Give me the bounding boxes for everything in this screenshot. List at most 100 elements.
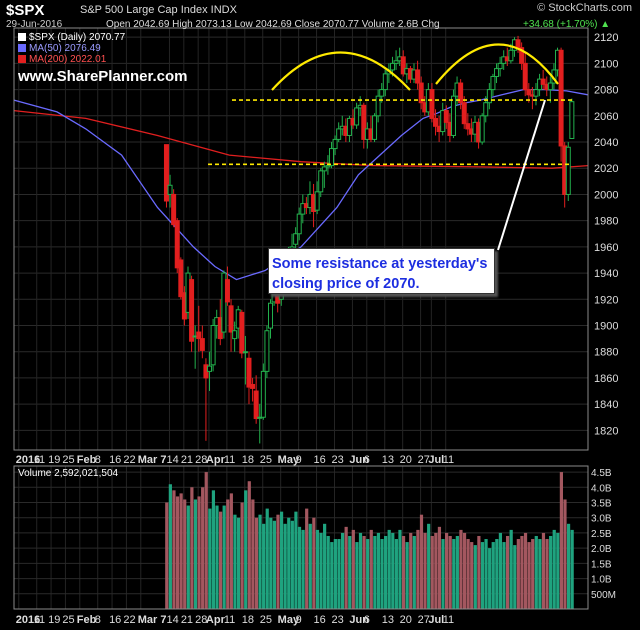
volume-bar	[208, 508, 212, 609]
ma200-path	[13, 109, 589, 169]
ma200-line	[13, 109, 589, 169]
date-tick-label: 28	[195, 454, 207, 466]
ohlc-readout: Open 2042.69 High 2073.13 Low 2042.69 Cl…	[106, 19, 440, 30]
volume-bar	[523, 532, 528, 609]
volume-bar	[193, 499, 198, 609]
candle-body	[558, 49, 564, 147]
volume-bar	[398, 529, 402, 609]
volume-bar	[279, 511, 284, 609]
date-tick-label: 25	[260, 454, 272, 466]
date-tick-label: 16	[109, 454, 121, 466]
volume-date-tick-label: 22	[123, 614, 135, 626]
volume-bar	[480, 542, 485, 609]
candle-body	[196, 331, 202, 340]
candle-body	[318, 170, 324, 193]
candle-body	[189, 279, 195, 342]
axis-labels: 1820184018601880190019201940196019802000…	[16, 32, 619, 626]
volume-bar	[326, 535, 330, 609]
candle-body	[336, 128, 342, 140]
volume-date-tick-label: 14	[166, 614, 178, 626]
date-tick-label: 11	[34, 454, 45, 466]
candle-body	[375, 95, 381, 117]
volume-date-tick-label: 21	[181, 614, 193, 626]
volume-date-tick-label: 6	[364, 614, 370, 626]
volume-bar	[509, 529, 513, 609]
candle-body	[174, 220, 180, 269]
date-tick-label: Apr	[206, 454, 226, 466]
volume-bar	[549, 535, 553, 609]
chart-symbol: $SPX	[6, 2, 45, 19]
volume-date-tick-label: 20	[400, 614, 412, 626]
volume-bar	[183, 499, 187, 609]
candle-body	[533, 89, 539, 97]
candle-body	[163, 144, 169, 202]
volume-bar	[258, 514, 262, 609]
price-tick-label: 1980	[594, 216, 618, 228]
volume-bar	[355, 542, 359, 609]
volume-bar	[384, 535, 388, 609]
volume-date-tick-label: Jul	[428, 614, 444, 626]
volume-date-tick-label: 8	[95, 614, 101, 626]
volume-bar	[505, 535, 510, 609]
volume-bar	[527, 542, 531, 609]
volume-bar	[201, 487, 205, 609]
volume-bar	[222, 505, 226, 609]
volume-tick-label: 3.5B	[591, 499, 612, 510]
candle-body	[400, 56, 406, 75]
legend-price: $SPX (Daily) 2070.77	[18, 32, 125, 43]
candle-body	[540, 78, 546, 85]
candle-body	[250, 383, 256, 389]
volume-bar	[412, 535, 416, 609]
candle-body	[389, 62, 395, 71]
candle-body	[494, 68, 500, 77]
volume-bar	[566, 523, 571, 609]
volume-bar	[358, 532, 363, 609]
volume-bar	[405, 542, 409, 609]
candle-body	[450, 95, 456, 136]
date-tick-label: 8	[95, 454, 101, 466]
volume-date-tick-label: Mar 7	[138, 614, 167, 626]
volume-bar	[502, 542, 506, 609]
candle-body	[221, 272, 227, 333]
volume-bar	[226, 499, 230, 609]
candle-body	[565, 146, 571, 195]
volume-bar	[340, 532, 345, 609]
volume-bar	[251, 499, 255, 609]
volume-bar	[254, 517, 259, 609]
volume-date-tick-label: May	[278, 614, 300, 626]
candle-body	[569, 101, 575, 139]
candle-body	[167, 184, 173, 195]
candle-body	[458, 82, 464, 104]
volume-bar	[409, 532, 413, 609]
candle-body	[522, 62, 528, 91]
candle-body	[382, 73, 388, 91]
price-panel-frame	[13, 27, 589, 451]
volume-bar	[495, 539, 499, 609]
candle-body	[224, 279, 230, 303]
candle-body	[325, 165, 331, 168]
volume-bar	[516, 539, 520, 609]
volume-bar	[416, 529, 420, 609]
price-tick-label: 2040	[594, 137, 618, 149]
volume-bar	[394, 539, 398, 609]
legend-ma200-label: MA(200) 2022.01	[29, 54, 107, 65]
volume-bar	[430, 535, 434, 609]
candle-body	[479, 115, 485, 143]
date-tick-label: 11	[443, 454, 454, 466]
volume-bar	[570, 529, 574, 609]
date-tick-label: 19	[48, 454, 60, 466]
volume-bar	[262, 523, 266, 609]
volume-bar	[376, 532, 381, 609]
volume-date-tick-label: 18	[242, 614, 254, 626]
candle-body	[332, 138, 338, 150]
volume-date-tick-label: 23	[331, 614, 343, 626]
legend-ma50: MA(50) 2076.49	[18, 43, 101, 54]
candle-body	[497, 62, 503, 70]
candle-body	[242, 351, 248, 354]
volume-bar	[462, 532, 467, 609]
volume-bar	[484, 539, 488, 609]
annotation-pointer	[497, 99, 546, 251]
volume-bar	[401, 535, 406, 609]
candle-body	[354, 107, 360, 126]
volume-bar	[301, 529, 305, 609]
